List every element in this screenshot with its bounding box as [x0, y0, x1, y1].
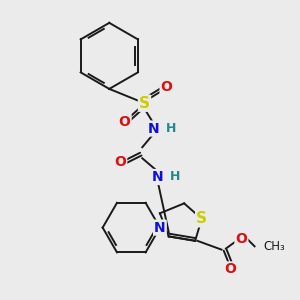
Text: N: N [154, 220, 166, 235]
Text: O: O [224, 262, 236, 276]
Text: O: O [114, 154, 126, 169]
Text: O: O [119, 115, 130, 129]
Text: N: N [148, 122, 159, 136]
Text: O: O [236, 232, 247, 246]
Text: H: H [170, 170, 181, 184]
Text: S: S [196, 211, 207, 226]
Text: H: H [166, 122, 176, 135]
Text: O: O [160, 80, 172, 94]
Text: S: S [139, 96, 150, 111]
Text: N: N [152, 170, 164, 184]
Text: CH₃: CH₃ [263, 240, 285, 253]
